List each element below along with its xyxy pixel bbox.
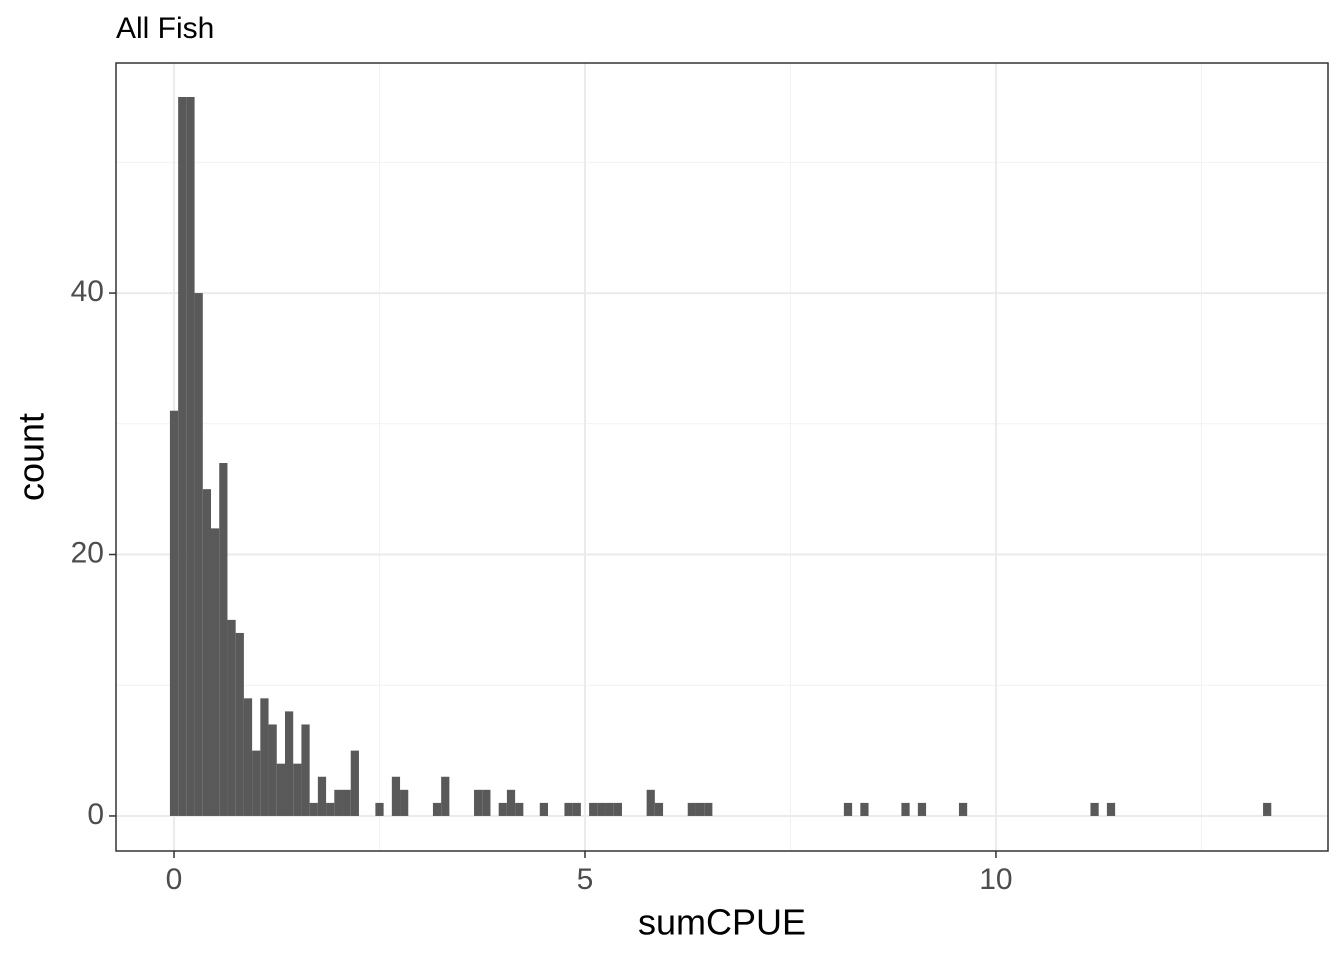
- bar: [506, 789, 516, 816]
- bar: [917, 802, 927, 816]
- bar: [243, 698, 253, 816]
- bar: [342, 789, 351, 816]
- bar: [334, 789, 343, 816]
- bar: [572, 802, 581, 816]
- bar: [860, 802, 869, 816]
- bar: [268, 724, 277, 816]
- bar: [178, 96, 187, 816]
- bar: [219, 463, 228, 816]
- bar: [589, 802, 598, 816]
- bar: [597, 802, 606, 816]
- bar: [284, 711, 294, 816]
- x-tick-label: 0: [166, 863, 183, 896]
- bar: [317, 776, 327, 816]
- bar: [309, 802, 318, 816]
- bar: [654, 802, 664, 816]
- bar: [695, 802, 705, 816]
- bar: [227, 619, 236, 816]
- bar: [432, 802, 442, 816]
- bar: [375, 802, 384, 816]
- bar: [211, 528, 220, 816]
- y-tick-label: 20: [71, 536, 104, 569]
- bar: [1263, 802, 1272, 816]
- bar: [605, 802, 614, 816]
- x-axis-title: sumCPUE: [638, 902, 806, 943]
- bar: [293, 763, 302, 816]
- bar: [391, 776, 401, 816]
- x-tick-label: 5: [577, 863, 594, 896]
- bar: [515, 802, 524, 816]
- bar: [186, 96, 195, 816]
- bar: [276, 763, 285, 816]
- bar: [901, 802, 910, 816]
- bar: [704, 802, 713, 816]
- bar: [498, 802, 507, 816]
- bar: [260, 698, 269, 816]
- panel-border: [115, 62, 1329, 852]
- x-tick-label: 10: [979, 863, 1012, 896]
- bar: [564, 802, 573, 816]
- bar: [202, 489, 212, 816]
- bar: [441, 776, 450, 816]
- bar: [169, 410, 179, 816]
- bar: [194, 293, 203, 816]
- y-tick-label: 0: [87, 798, 104, 831]
- bar: [252, 750, 261, 816]
- bar: [1106, 802, 1116, 816]
- bar: [235, 632, 244, 816]
- bar: [301, 724, 310, 816]
- bar: [958, 802, 968, 816]
- bar: [687, 802, 696, 816]
- bar: [350, 750, 359, 816]
- bar: [539, 802, 548, 816]
- bar: [474, 789, 483, 816]
- bar: [613, 802, 622, 816]
- y-axis-title: count: [11, 413, 52, 501]
- bar: [1090, 802, 1099, 816]
- bar: [400, 789, 409, 816]
- bar: [646, 789, 655, 816]
- bar: [482, 789, 491, 816]
- bar: [843, 802, 853, 816]
- bar: [326, 802, 335, 816]
- chart-title: All Fish: [116, 12, 214, 45]
- y-tick-label: 40: [71, 275, 104, 308]
